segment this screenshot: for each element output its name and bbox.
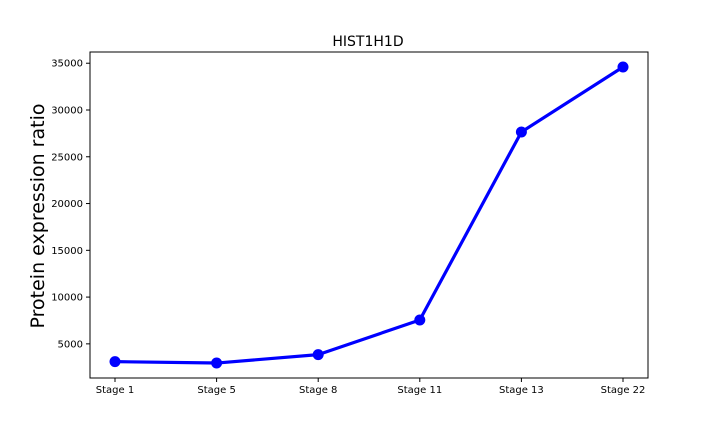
x-tick-label: Stage 13: [499, 385, 544, 396]
x-tick-label: Stage 1: [96, 385, 134, 396]
y-axis: 5000 10000 15000 20000 25000 30000 35000: [51, 59, 90, 350]
y-tick-label: 20000: [51, 199, 83, 210]
series-layer: [109, 61, 629, 369]
data-point: [414, 314, 426, 326]
y-tick-label: 25000: [51, 152, 83, 163]
y-tick-label: 5000: [58, 339, 83, 350]
data-point: [109, 356, 121, 368]
data-point: [211, 357, 223, 369]
x-tick-label: Stage 22: [601, 385, 646, 396]
y-tick-label: 10000: [51, 293, 83, 304]
plot-area: [89, 51, 649, 379]
y-tick-label: 35000: [51, 59, 83, 70]
data-point: [312, 349, 324, 361]
y-axis-label: Protein expression ratio: [27, 104, 49, 329]
y-tick-label: 30000: [51, 105, 83, 116]
y-tick-label: 15000: [51, 246, 83, 257]
x-tick-label: Stage 5: [197, 385, 235, 396]
series-line: [114, 65, 624, 365]
x-axis: Stage 1 Stage 5 Stage 8 Stage 11 Stage 13 Sta…: [96, 378, 646, 396]
x-tick-label: Stage 8: [299, 385, 337, 396]
chart-title: HIST1H1D: [332, 34, 403, 50]
data-point: [515, 126, 527, 138]
x-tick-label: Stage 11: [397, 385, 442, 396]
data-point: [617, 61, 629, 73]
